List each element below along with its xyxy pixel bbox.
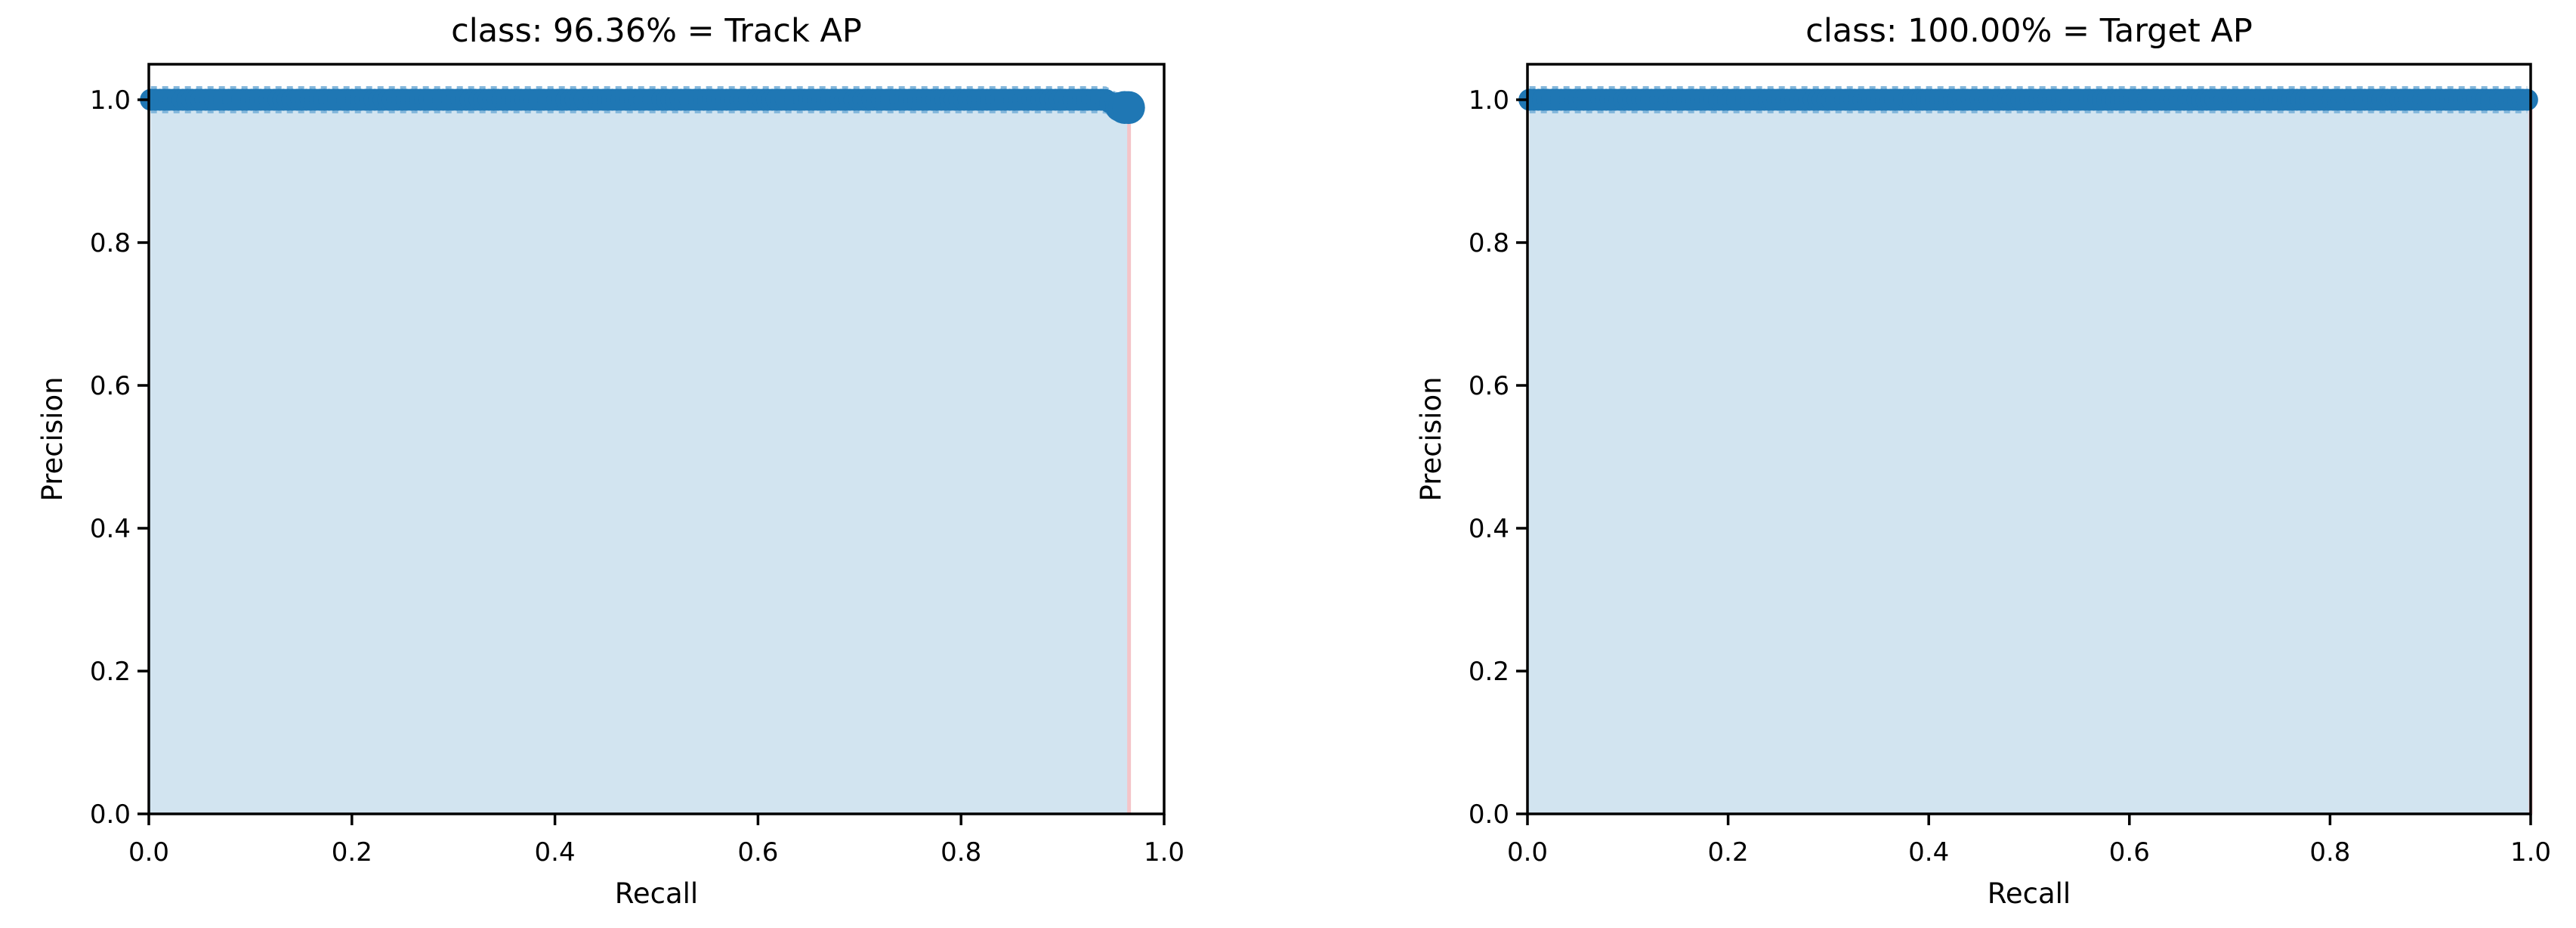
area-fill <box>149 100 1129 814</box>
y-tick-label: 0.0 <box>90 800 131 830</box>
chart-title: class: 100.00% = Target AP <box>1805 12 2253 50</box>
y-axis-label: Precision <box>36 376 69 501</box>
x-tick-label: 0.4 <box>535 837 576 868</box>
pr-chart-target-ap: class: 100.00% = Target AP Recall Precis… <box>1415 12 2551 910</box>
y-tick-label: 0.2 <box>90 657 131 687</box>
x-axis-label: Recall <box>615 877 698 910</box>
x-tick-label: 0.2 <box>332 837 372 868</box>
x-tick-label: 1.0 <box>1144 837 1185 868</box>
axes-spines <box>1526 63 2532 815</box>
pr-chart-track-ap: class: 96.36% = Track AP Recall Precisio… <box>36 12 1185 910</box>
dot-band-fringe <box>150 86 1129 97</box>
x-tick-label: 0.8 <box>941 837 981 868</box>
y-tick-label: 0.0 <box>1469 800 1509 830</box>
y-tick-label: 0.8 <box>1469 228 1509 258</box>
x-tick-label: 0.2 <box>1708 837 1749 868</box>
y-axis-label: Precision <box>1415 376 1447 501</box>
x-tick-label: 0.4 <box>1908 837 1949 868</box>
x-axis-label: Recall <box>1988 877 2071 910</box>
y-tick-label: 0.2 <box>1469 657 1509 687</box>
y-tick-label: 1.0 <box>90 85 131 116</box>
plot-area: 0.0 0.2 0.4 0.6 0.8 1.0 0.0 0.2 0.4 0.6 0.8 1.0 <box>90 63 1185 868</box>
area-fill <box>1527 100 2531 814</box>
x-tick-label: 1.0 <box>2510 837 2551 868</box>
pr-dot <box>2516 88 2538 111</box>
y-tick-label: 0.4 <box>90 514 131 544</box>
chart-title: class: 96.36% = Track AP <box>451 12 862 50</box>
x-tick-label: 0.6 <box>2109 837 2150 868</box>
y-tick-label: 0.6 <box>90 371 131 401</box>
y-tick-label: 0.4 <box>1469 514 1509 544</box>
dot-band-fringe <box>150 110 1129 122</box>
y-tick-label: 1.0 <box>1469 85 1509 116</box>
pr-dot-cluster <box>1112 91 1145 125</box>
plot-area: 0.0 0.2 0.4 0.6 0.8 1.0 0.0 0.2 0.4 0.6 0.8 1.0 <box>1469 63 2551 868</box>
axes-spines <box>147 63 1166 815</box>
x-tick-label: 0.8 <box>2309 837 2350 868</box>
y-tick-label: 0.6 <box>1469 371 1509 401</box>
x-tick-label: 0.0 <box>1507 837 1548 868</box>
y-tick-label: 0.8 <box>90 228 131 258</box>
x-tick-label: 0.6 <box>737 837 778 868</box>
x-tick-label: 0.0 <box>128 837 169 868</box>
